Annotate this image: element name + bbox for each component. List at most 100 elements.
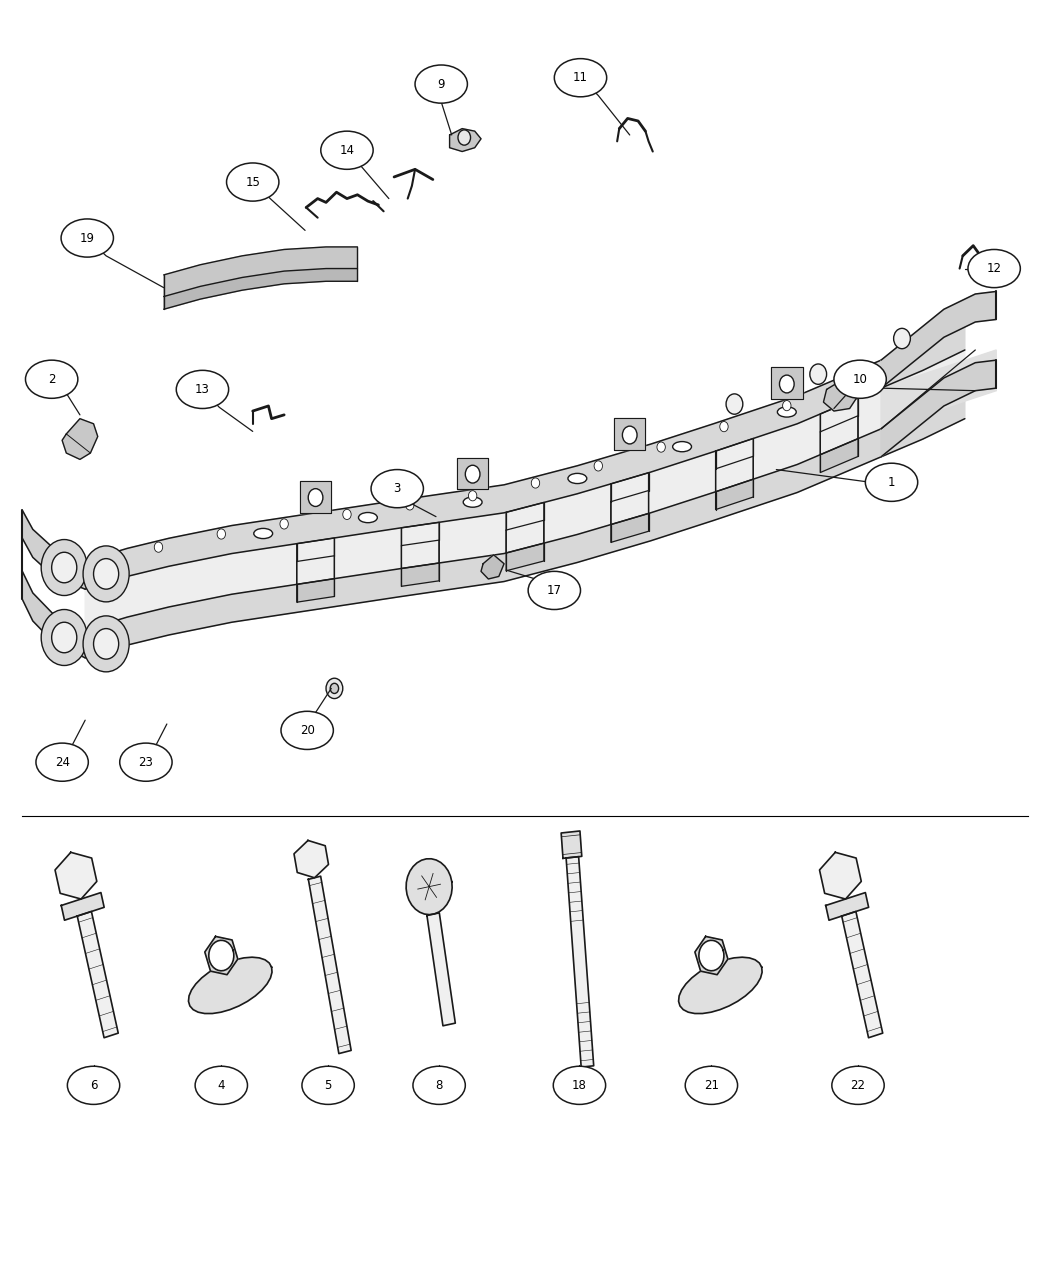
Polygon shape: [819, 852, 861, 899]
Circle shape: [531, 478, 540, 488]
Text: 2: 2: [48, 372, 56, 386]
Circle shape: [779, 375, 794, 393]
Text: 5: 5: [324, 1079, 332, 1091]
Circle shape: [51, 622, 77, 653]
Circle shape: [83, 616, 129, 672]
Circle shape: [405, 500, 414, 510]
Text: 21: 21: [704, 1079, 719, 1091]
Ellipse shape: [553, 1066, 606, 1104]
Polygon shape: [481, 555, 504, 579]
Text: 22: 22: [850, 1079, 865, 1091]
Ellipse shape: [528, 571, 581, 609]
Text: 9: 9: [438, 78, 445, 91]
Text: 4: 4: [217, 1079, 225, 1091]
Ellipse shape: [358, 513, 377, 523]
Circle shape: [810, 363, 826, 384]
Ellipse shape: [36, 743, 88, 782]
Text: 8: 8: [436, 1079, 443, 1091]
Ellipse shape: [777, 407, 796, 417]
Polygon shape: [22, 571, 85, 658]
Circle shape: [280, 519, 289, 529]
Polygon shape: [22, 510, 85, 589]
Circle shape: [51, 552, 77, 583]
Ellipse shape: [463, 497, 482, 507]
Text: 19: 19: [80, 232, 94, 245]
Polygon shape: [300, 481, 331, 513]
Polygon shape: [85, 323, 965, 589]
Polygon shape: [825, 892, 868, 921]
Polygon shape: [85, 390, 965, 658]
Circle shape: [330, 683, 338, 694]
Text: 6: 6: [90, 1079, 98, 1091]
Polygon shape: [614, 418, 646, 450]
Polygon shape: [506, 502, 544, 571]
Polygon shape: [427, 913, 456, 1026]
Polygon shape: [823, 380, 858, 411]
Circle shape: [594, 460, 603, 470]
Polygon shape: [449, 129, 481, 152]
Circle shape: [309, 488, 323, 506]
Polygon shape: [820, 398, 858, 473]
Text: 11: 11: [573, 71, 588, 84]
Ellipse shape: [302, 1066, 354, 1104]
Polygon shape: [678, 958, 762, 1014]
Circle shape: [623, 426, 637, 444]
Ellipse shape: [321, 131, 373, 170]
Text: 15: 15: [246, 176, 260, 189]
Ellipse shape: [67, 1066, 120, 1104]
Polygon shape: [611, 473, 649, 542]
Ellipse shape: [832, 1066, 884, 1104]
Ellipse shape: [413, 1066, 465, 1104]
Text: 17: 17: [547, 584, 562, 597]
Circle shape: [217, 529, 226, 539]
Ellipse shape: [673, 441, 692, 451]
Circle shape: [468, 491, 477, 501]
Polygon shape: [695, 936, 728, 974]
Text: 12: 12: [987, 263, 1002, 275]
Ellipse shape: [25, 360, 78, 398]
Polygon shape: [188, 958, 272, 1014]
Text: 3: 3: [394, 482, 401, 495]
Polygon shape: [699, 941, 723, 970]
Circle shape: [720, 422, 728, 432]
Polygon shape: [205, 936, 237, 974]
Ellipse shape: [254, 528, 273, 538]
Text: 14: 14: [339, 144, 355, 157]
Polygon shape: [881, 292, 996, 388]
Text: 23: 23: [139, 756, 153, 769]
Circle shape: [41, 539, 87, 595]
Polygon shape: [164, 247, 357, 297]
Circle shape: [93, 558, 119, 589]
Polygon shape: [771, 367, 802, 399]
Polygon shape: [716, 439, 753, 510]
Ellipse shape: [865, 463, 918, 501]
Circle shape: [845, 375, 854, 385]
Text: 10: 10: [853, 372, 867, 386]
Polygon shape: [457, 458, 488, 490]
Polygon shape: [85, 349, 965, 630]
Circle shape: [93, 629, 119, 659]
Ellipse shape: [415, 65, 467, 103]
Circle shape: [726, 394, 742, 414]
Text: 20: 20: [299, 724, 315, 737]
Circle shape: [327, 678, 342, 699]
Polygon shape: [881, 349, 996, 428]
Polygon shape: [842, 912, 883, 1038]
Ellipse shape: [371, 469, 423, 507]
Polygon shape: [55, 852, 97, 899]
Ellipse shape: [568, 473, 587, 483]
Ellipse shape: [176, 370, 229, 408]
Circle shape: [782, 400, 791, 411]
Polygon shape: [406, 859, 453, 914]
Polygon shape: [209, 941, 234, 970]
Polygon shape: [561, 831, 582, 858]
Polygon shape: [309, 876, 351, 1053]
Ellipse shape: [195, 1066, 248, 1104]
Polygon shape: [297, 538, 334, 602]
Polygon shape: [62, 418, 98, 459]
Ellipse shape: [968, 250, 1021, 288]
Polygon shape: [164, 269, 357, 310]
Polygon shape: [61, 892, 104, 921]
Polygon shape: [401, 523, 439, 586]
Text: 1: 1: [888, 476, 896, 488]
